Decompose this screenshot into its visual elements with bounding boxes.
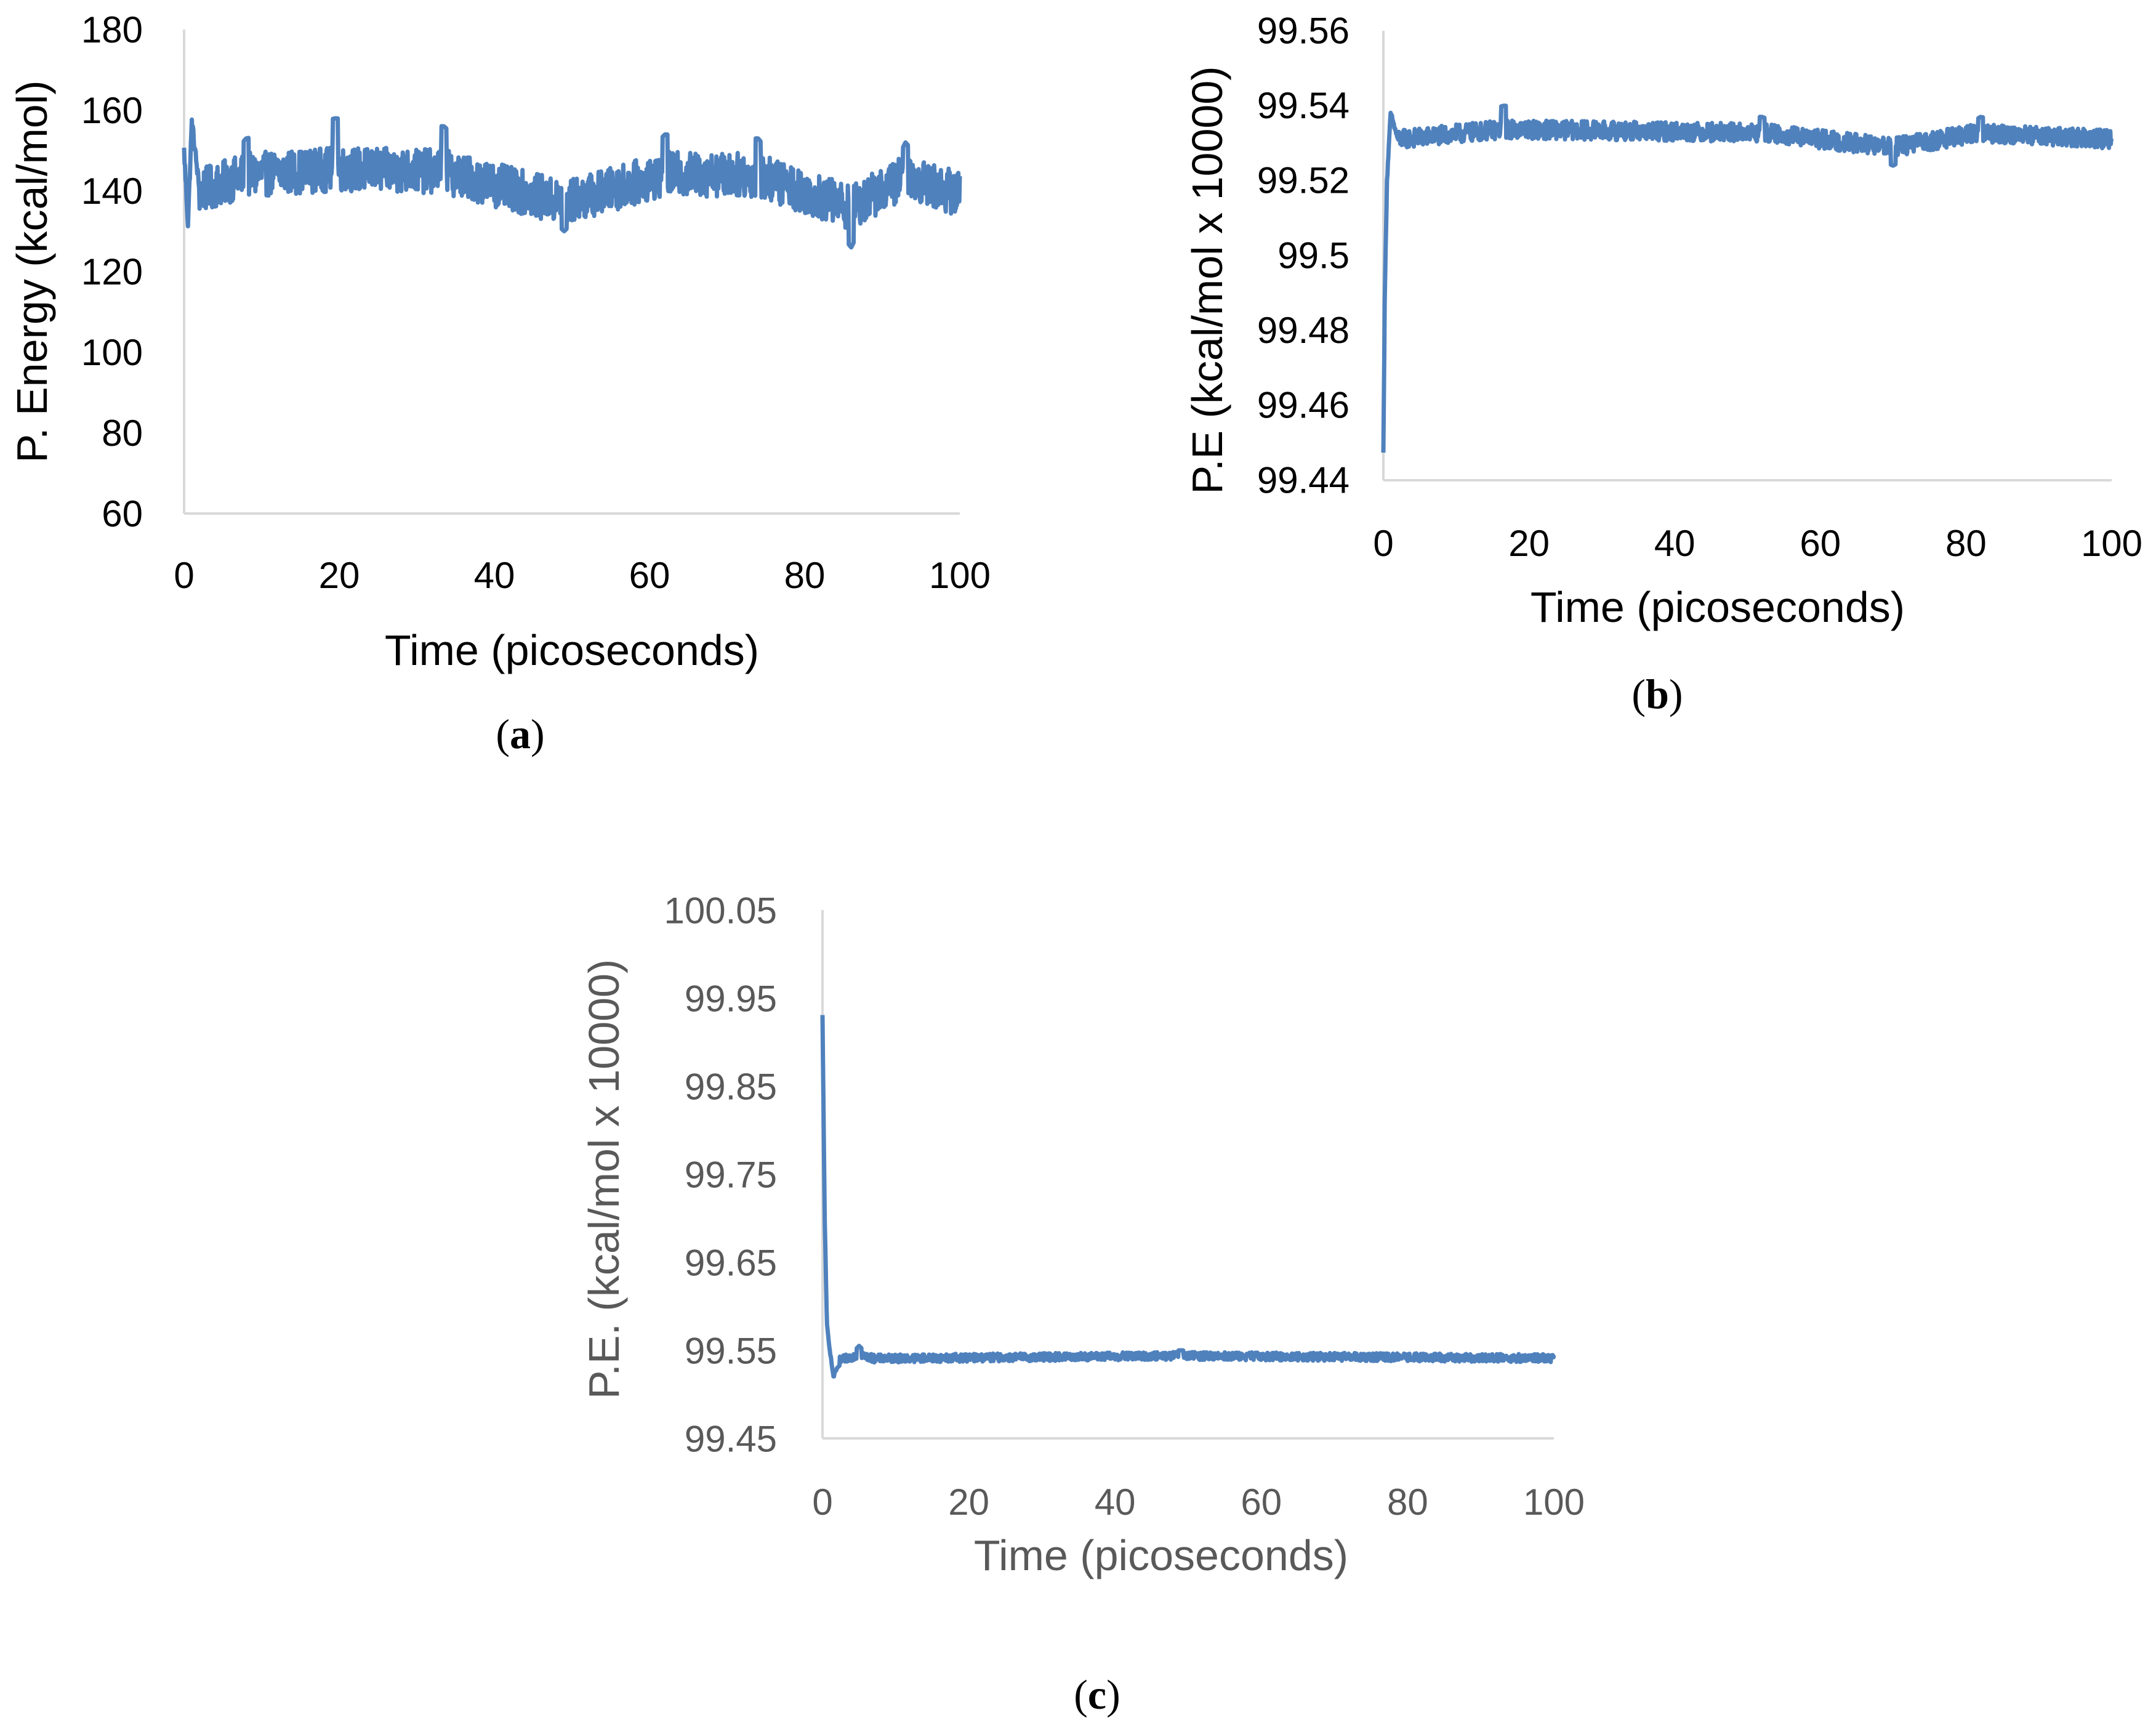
panel-a-marks: 60 80 100 120 140 160 180 0 20 40 60 80 100 bbox=[81, 9, 991, 596]
y-tick-label: 99.45 bbox=[685, 1419, 777, 1460]
x-tick-label: 0 bbox=[1373, 523, 1393, 564]
panel-c: 99.45 99.55 99.65 99.75 99.85 99.95 100.05 0 20 4… bbox=[580, 890, 1585, 1718]
panel-c-marks: 99.45 99.55 99.65 99.75 99.85 99.95 100.05 0 20 4… bbox=[664, 890, 1585, 1523]
y-tick-label: 99.75 bbox=[685, 1155, 777, 1196]
y-tick-label: 99.5 bbox=[1277, 235, 1350, 276]
y-tick-label: 99.65 bbox=[685, 1243, 777, 1284]
panel-b-y-axis-label: P.E (kcal/mol x 10000) bbox=[1183, 66, 1231, 494]
y-tick-label: 180 bbox=[81, 9, 143, 50]
panel-c-x-axis-label: Time (picoseconds) bbox=[974, 1531, 1348, 1579]
y-tick-label: 80 bbox=[102, 413, 143, 454]
x-tick-label: 40 bbox=[474, 555, 515, 596]
y-tick-label: 100 bbox=[81, 332, 143, 373]
panel-b-caption-letter: b bbox=[1646, 671, 1669, 717]
panel-c-caption-letter: c bbox=[1088, 1671, 1106, 1718]
x-tick-label: 20 bbox=[1508, 523, 1550, 564]
panel-a-x-axis-label: Time (picoseconds) bbox=[385, 626, 759, 674]
x-tick-label: 40 bbox=[1095, 1481, 1136, 1523]
x-tick-label: 0 bbox=[174, 555, 194, 596]
x-tick-label: 80 bbox=[1387, 1481, 1428, 1523]
y-tick-label: 99.44 bbox=[1257, 459, 1350, 501]
x-tick-label: 100 bbox=[1523, 1481, 1585, 1523]
x-tick-label: 20 bbox=[319, 555, 360, 596]
panel-b-marks: 99.44 99.46 99.48 99.5 99.52 99.54 99.56 0 20 40 6… bbox=[1257, 10, 2142, 564]
y-tick-label: 99.95 bbox=[685, 978, 777, 1020]
x-tick-label: 100 bbox=[929, 555, 991, 596]
x-tick-label: 60 bbox=[1241, 1481, 1282, 1523]
x-tick-label: 60 bbox=[1800, 523, 1841, 564]
panel-a: 60 80 100 120 140 160 180 0 20 40 60 80 100 Time (pi… bbox=[8, 9, 991, 757]
panel-a-caption-letter: a bbox=[510, 711, 531, 757]
y-tick-label: 60 bbox=[102, 493, 143, 534]
panel-c-y-axis-label: P.E. (kcal/mol x 10000) bbox=[580, 959, 628, 1400]
y-tick-label: 99.56 bbox=[1257, 10, 1350, 51]
y-tick-label: 99.54 bbox=[1257, 85, 1350, 126]
x-tick-label: 40 bbox=[1654, 523, 1695, 564]
series-line bbox=[820, 1015, 1556, 1379]
x-tick-label: 60 bbox=[629, 555, 670, 596]
panel-a-y-axis-label: P. Energy (kcal/mol) bbox=[8, 80, 56, 462]
panel-a-caption: (a) bbox=[496, 711, 544, 757]
y-tick-label: 100.05 bbox=[664, 890, 777, 932]
panel-c-caption: (c) bbox=[1074, 1671, 1120, 1718]
y-tick-label: 120 bbox=[81, 251, 143, 292]
x-tick-label: 0 bbox=[812, 1481, 832, 1523]
y-tick-label: 99.48 bbox=[1257, 310, 1350, 351]
x-tick-label: 80 bbox=[1945, 523, 1987, 564]
x-tick-label: 100 bbox=[2081, 523, 2142, 564]
y-tick-label: 160 bbox=[81, 90, 143, 131]
panel-b-x-axis-label: Time (picoseconds) bbox=[1531, 583, 1905, 631]
y-tick-label: 99.55 bbox=[685, 1331, 777, 1372]
panel-b: 99.44 99.46 99.48 99.5 99.52 99.54 99.56 0 20 40 6… bbox=[1183, 10, 2142, 717]
series-line bbox=[1381, 103, 2114, 453]
x-tick-label: 80 bbox=[784, 555, 826, 596]
y-tick-label: 99.85 bbox=[685, 1066, 777, 1108]
y-tick-label: 99.46 bbox=[1257, 385, 1350, 426]
panel-b-caption: (b) bbox=[1631, 671, 1683, 717]
y-tick-label: 140 bbox=[81, 171, 143, 212]
series-line bbox=[182, 116, 962, 250]
y-tick-label: 99.52 bbox=[1257, 160, 1350, 201]
x-tick-label: 20 bbox=[948, 1481, 989, 1523]
